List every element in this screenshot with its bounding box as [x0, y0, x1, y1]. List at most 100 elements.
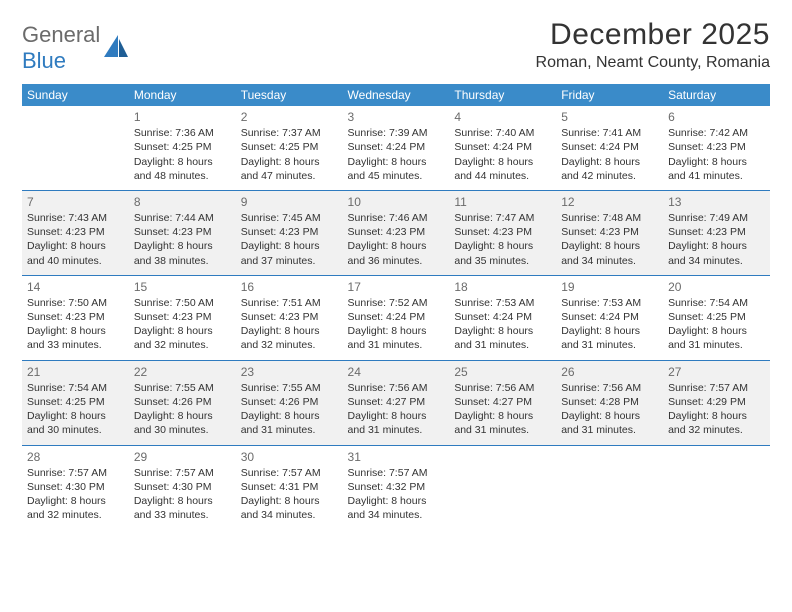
day-number: 28: [27, 449, 124, 465]
logo-part1: General: [22, 22, 100, 47]
sunset-line: Sunset: 4:30 PM: [27, 480, 124, 494]
sunrise-line: Sunrise: 7:42 AM: [668, 126, 765, 140]
calendar-day: 3Sunrise: 7:39 AMSunset: 4:24 PMDaylight…: [343, 106, 450, 190]
day-header: Wednesday: [343, 84, 450, 106]
sunrise-line: Sunrise: 7:46 AM: [348, 211, 445, 225]
day-header: Monday: [129, 84, 236, 106]
calendar-header-row: SundayMondayTuesdayWednesdayThursdayFrid…: [22, 84, 770, 106]
calendar-day: 2Sunrise: 7:37 AMSunset: 4:25 PMDaylight…: [236, 106, 343, 190]
sunrise-line: Sunrise: 7:45 AM: [241, 211, 338, 225]
daylight-line: Daylight: 8 hours and 42 minutes.: [561, 155, 658, 183]
daylight-line: Daylight: 8 hours and 48 minutes.: [134, 155, 231, 183]
daylight-line: Daylight: 8 hours and 37 minutes.: [241, 239, 338, 267]
sunset-line: Sunset: 4:24 PM: [561, 140, 658, 154]
daylight-line: Daylight: 8 hours and 31 minutes.: [561, 409, 658, 437]
daylight-line: Daylight: 8 hours and 35 minutes.: [454, 239, 551, 267]
sunrise-line: Sunrise: 7:57 AM: [668, 381, 765, 395]
calendar-day: [663, 446, 770, 530]
sunrise-line: Sunrise: 7:55 AM: [134, 381, 231, 395]
calendar-day: 7Sunrise: 7:43 AMSunset: 4:23 PMDaylight…: [22, 191, 129, 275]
daylight-line: Daylight: 8 hours and 34 minutes.: [561, 239, 658, 267]
sunrise-line: Sunrise: 7:47 AM: [454, 211, 551, 225]
sunrise-line: Sunrise: 7:54 AM: [27, 381, 124, 395]
calendar-body: 1Sunrise: 7:36 AMSunset: 4:25 PMDaylight…: [22, 106, 770, 529]
sunset-line: Sunset: 4:25 PM: [134, 140, 231, 154]
header: General Blue December 2025 Roman, Neamt …: [22, 18, 770, 74]
logo-text: General Blue: [22, 22, 100, 74]
calendar-day: 1Sunrise: 7:36 AMSunset: 4:25 PMDaylight…: [129, 106, 236, 190]
calendar-day: 16Sunrise: 7:51 AMSunset: 4:23 PMDayligh…: [236, 276, 343, 360]
calendar-day: 21Sunrise: 7:54 AMSunset: 4:25 PMDayligh…: [22, 361, 129, 445]
daylight-line: Daylight: 8 hours and 32 minutes.: [134, 324, 231, 352]
calendar-day: 15Sunrise: 7:50 AMSunset: 4:23 PMDayligh…: [129, 276, 236, 360]
calendar-day: 12Sunrise: 7:48 AMSunset: 4:23 PMDayligh…: [556, 191, 663, 275]
sunset-line: Sunset: 4:24 PM: [348, 310, 445, 324]
sunrise-line: Sunrise: 7:49 AM: [668, 211, 765, 225]
sunset-line: Sunset: 4:23 PM: [668, 225, 765, 239]
calendar-week: 1Sunrise: 7:36 AMSunset: 4:25 PMDaylight…: [22, 106, 770, 190]
daylight-line: Daylight: 8 hours and 34 minutes.: [668, 239, 765, 267]
sunrise-line: Sunrise: 7:51 AM: [241, 296, 338, 310]
sunrise-line: Sunrise: 7:57 AM: [241, 466, 338, 480]
month-title: December 2025: [536, 18, 770, 52]
calendar-day: 14Sunrise: 7:50 AMSunset: 4:23 PMDayligh…: [22, 276, 129, 360]
daylight-line: Daylight: 8 hours and 32 minutes.: [27, 494, 124, 522]
daylight-line: Daylight: 8 hours and 31 minutes.: [668, 324, 765, 352]
day-number: 20: [668, 279, 765, 295]
day-number: 8: [134, 194, 231, 210]
day-number: 12: [561, 194, 658, 210]
day-header: Thursday: [449, 84, 556, 106]
sunset-line: Sunset: 4:31 PM: [241, 480, 338, 494]
sunrise-line: Sunrise: 7:40 AM: [454, 126, 551, 140]
daylight-line: Daylight: 8 hours and 31 minutes.: [348, 324, 445, 352]
sunrise-line: Sunrise: 7:48 AM: [561, 211, 658, 225]
title-block: December 2025 Roman, Neamt County, Roman…: [536, 18, 770, 72]
calendar-day: 31Sunrise: 7:57 AMSunset: 4:32 PMDayligh…: [343, 446, 450, 530]
day-number: 18: [454, 279, 551, 295]
day-number: 13: [668, 194, 765, 210]
calendar-day: 24Sunrise: 7:56 AMSunset: 4:27 PMDayligh…: [343, 361, 450, 445]
daylight-line: Daylight: 8 hours and 31 minutes.: [454, 409, 551, 437]
calendar-day: 5Sunrise: 7:41 AMSunset: 4:24 PMDaylight…: [556, 106, 663, 190]
day-number: 1: [134, 109, 231, 125]
daylight-line: Daylight: 8 hours and 32 minutes.: [241, 324, 338, 352]
calendar-day: [449, 446, 556, 530]
day-number: 2: [241, 109, 338, 125]
calendar-day: 27Sunrise: 7:57 AMSunset: 4:29 PMDayligh…: [663, 361, 770, 445]
sunset-line: Sunset: 4:23 PM: [348, 225, 445, 239]
daylight-line: Daylight: 8 hours and 33 minutes.: [27, 324, 124, 352]
sunrise-line: Sunrise: 7:53 AM: [454, 296, 551, 310]
day-number: 24: [348, 364, 445, 380]
daylight-line: Daylight: 8 hours and 30 minutes.: [27, 409, 124, 437]
day-number: 5: [561, 109, 658, 125]
day-number: 6: [668, 109, 765, 125]
day-number: 27: [668, 364, 765, 380]
day-number: 26: [561, 364, 658, 380]
sunrise-line: Sunrise: 7:43 AM: [27, 211, 124, 225]
sail-icon: [104, 35, 130, 62]
sunset-line: Sunset: 4:23 PM: [134, 310, 231, 324]
sunrise-line: Sunrise: 7:57 AM: [348, 466, 445, 480]
sunset-line: Sunset: 4:25 PM: [668, 310, 765, 324]
sunrise-line: Sunrise: 7:56 AM: [561, 381, 658, 395]
sunset-line: Sunset: 4:25 PM: [241, 140, 338, 154]
sunrise-line: Sunrise: 7:57 AM: [27, 466, 124, 480]
calendar-day: 25Sunrise: 7:56 AMSunset: 4:27 PMDayligh…: [449, 361, 556, 445]
calendar-day: 29Sunrise: 7:57 AMSunset: 4:30 PMDayligh…: [129, 446, 236, 530]
sunset-line: Sunset: 4:26 PM: [134, 395, 231, 409]
day-number: 7: [27, 194, 124, 210]
day-number: 21: [27, 364, 124, 380]
day-number: 29: [134, 449, 231, 465]
daylight-line: Daylight: 8 hours and 31 minutes.: [454, 324, 551, 352]
calendar-day: [22, 106, 129, 190]
sunrise-line: Sunrise: 7:53 AM: [561, 296, 658, 310]
daylight-line: Daylight: 8 hours and 31 minutes.: [348, 409, 445, 437]
sunset-line: Sunset: 4:30 PM: [134, 480, 231, 494]
sunrise-line: Sunrise: 7:39 AM: [348, 126, 445, 140]
sunset-line: Sunset: 4:23 PM: [241, 225, 338, 239]
calendar-day: 6Sunrise: 7:42 AMSunset: 4:23 PMDaylight…: [663, 106, 770, 190]
sunset-line: Sunset: 4:23 PM: [134, 225, 231, 239]
sunset-line: Sunset: 4:23 PM: [561, 225, 658, 239]
sunrise-line: Sunrise: 7:56 AM: [348, 381, 445, 395]
day-number: 16: [241, 279, 338, 295]
